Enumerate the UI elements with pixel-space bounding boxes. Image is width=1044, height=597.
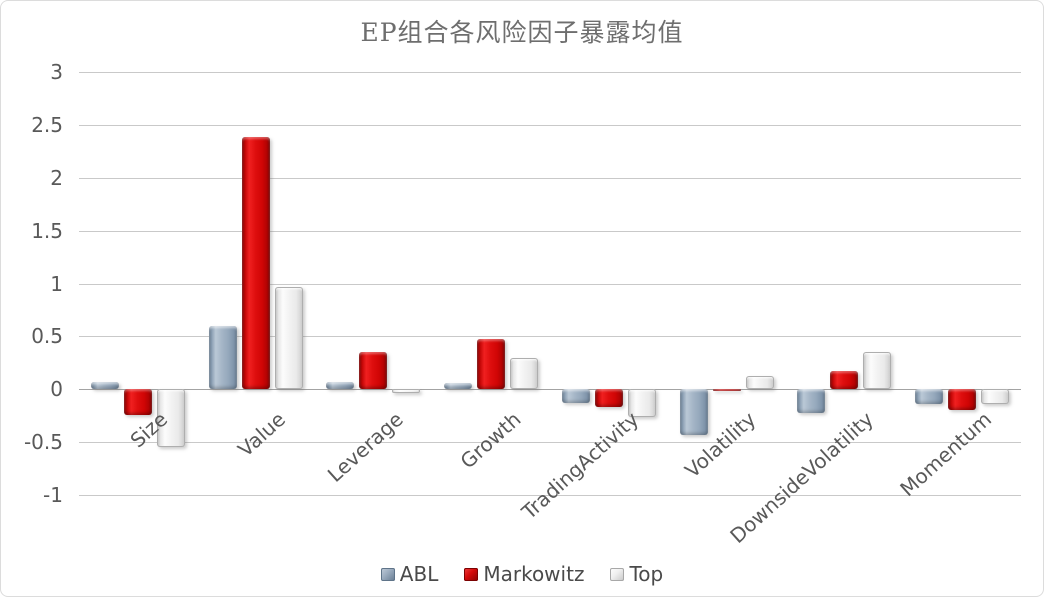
gridline-y-2 [79,177,1021,179]
chart-title: EP组合各风险因子暴露均值 [360,18,684,47]
bar-abl-value [208,325,237,390]
gridline-y-0 [79,389,1021,391]
bar-top-volatility [745,375,774,390]
bar-top-size [156,389,185,448]
bar-markowitz-leverage [359,352,388,390]
y-tick-label: 2 [50,165,63,190]
legend-marker-markowitz [464,567,479,581]
category-label-leverage: Leverage [322,407,408,488]
gridline-y-3 [79,72,1021,73]
bar-abl-tradingactivity [561,389,590,403]
legend-item-markowitz: Markowitz [464,562,584,586]
gridline-y--0.5 [79,442,1021,444]
bar-top-downsidevolatility [863,352,892,390]
gridline-y-0.5 [79,336,1021,338]
y-tick-label: 0.5 [31,324,63,349]
y-tick-label: 1.5 [31,218,63,243]
bar-abl-volatility [679,389,708,435]
bar-markowitz-tradingactivity [594,389,623,408]
y-tick-label: 3 [50,60,63,84]
y-tick-label: 2.5 [31,112,63,137]
bar-top-momentum [981,389,1010,405]
legend-label: ABL [399,562,439,586]
gridline-y-1.5 [79,230,1021,232]
bar-top-value [274,286,303,390]
category-label-momentum: Momentum [895,407,997,502]
legend-item-abl: ABL [380,562,439,586]
bar-markowitz-volatility [712,389,741,392]
bar-top-growth [510,357,539,390]
y-tick-label: 0 [50,377,63,402]
bar-markowitz-momentum [948,389,977,411]
y-tick-label: -0.5 [23,430,63,455]
bar-markowitz-value [241,136,270,390]
gridline-y-2.5 [79,124,1021,126]
y-tick-label: -1 [43,483,63,507]
bar-markowitz-size [123,389,152,415]
legend-label: Top [629,562,664,586]
gridline-y-1 [79,283,1021,285]
legend: ABL Markowitz Top [1,562,1043,586]
legend-item-top: Top [610,562,663,586]
plot-area: Size Value Leverage Growth TradingActivity Vo… [79,72,1021,548]
bar-top-tradingactivity [627,389,656,417]
bar-top-leverage [392,389,421,394]
y-tick-label: 1 [50,271,63,296]
bar-abl-downsidevolatility [797,389,826,413]
bar-markowitz-downsidevolatility [830,371,859,390]
bar-abl-leverage [326,381,355,390]
legend-marker-abl [380,567,395,581]
legend-marker-top [610,567,625,581]
category-label-tradingactivity: TradingActivity [516,407,643,525]
bar-abl-growth [444,382,473,390]
bar-abl-momentum [915,389,944,405]
category-label-growth: Growth [455,407,526,474]
legend-label: Markowitz [483,562,585,586]
gridline-y--1 [79,495,1021,496]
category-label-value: Value [232,407,290,462]
bar-abl-size [90,381,119,390]
bar-markowitz-growth [477,338,506,390]
